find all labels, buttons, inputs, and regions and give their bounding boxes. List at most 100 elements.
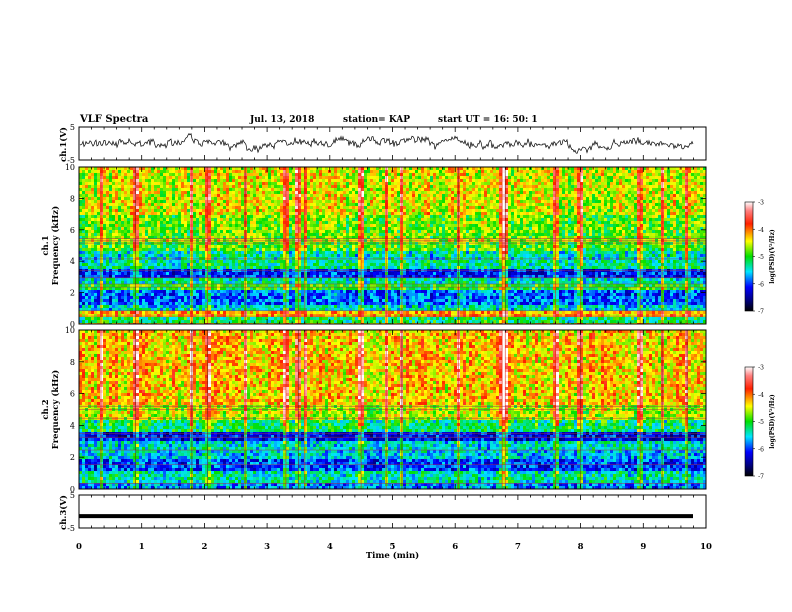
ch1-cell [691,230,694,233]
ch1-cell [316,176,319,179]
ch1-cell [316,194,319,197]
ch1-cell [406,170,409,173]
ch1-cell [691,206,694,209]
ch1-cell [268,233,271,236]
ch1-cell [523,197,526,200]
ch1-cell [688,206,691,209]
ch1-cell [556,167,559,170]
ch1-cell [523,233,526,236]
ch1-cell [154,185,157,188]
ch1-cell [526,185,529,188]
ch1-cell [307,197,310,200]
ch1-cell [208,203,211,206]
ch1-cell [355,167,358,170]
ch1-cell [274,179,277,182]
ch1-cell [130,176,133,179]
ch1-cell [583,179,586,182]
ch1-cell [379,221,382,224]
ch1-cell [115,221,118,224]
ch1-cell [106,206,109,209]
ch1-cell [436,206,439,209]
ch1-cell [286,191,289,194]
ch1-cell [466,215,469,218]
ch1-cell [502,224,505,227]
ch1-cell [370,182,373,185]
ch1-cell [340,236,343,239]
ch1-cell [289,191,292,194]
ch1-cell [499,218,502,221]
ch1-cell [313,167,316,170]
ch1-cell [106,170,109,173]
ch1-cell [655,233,658,236]
ch1-cell [214,173,217,176]
ch1-cell [481,185,484,188]
ch1-cell [85,182,88,185]
ch1-cell [628,200,631,203]
ch1-cell [655,209,658,212]
ch1-cell [508,218,511,221]
ch1-cell [229,230,232,233]
ch1-cell [439,203,442,206]
ch1-cell [604,224,607,227]
ch1-cell [655,218,658,221]
ch1-cell [616,212,619,215]
ch1-cell [352,188,355,191]
ch1-cell [154,188,157,191]
ch1-cell [274,167,277,170]
ch1-cell [139,188,142,191]
ch1-cell [697,167,700,170]
ch1-cell [142,179,145,182]
ch1-cell [286,188,289,191]
ch1-cell [379,197,382,200]
ch1-cell [481,179,484,182]
ch1-cell [166,209,169,212]
ch1-cell [304,203,307,206]
ch1-cell [355,200,358,203]
ch1-cell [250,194,253,197]
ch1-cell [307,215,310,218]
ch1-cell [145,167,148,170]
ch1-cell [148,212,151,215]
ch1-cell [427,218,430,221]
ch1-cell [178,200,181,203]
ch1-cell [562,194,565,197]
ch1-cell [460,203,463,206]
ch1-cell [154,191,157,194]
ch1-cell [175,227,178,230]
ch1-cell [529,200,532,203]
ch1-cell [433,179,436,182]
ch1-cell [265,215,268,218]
ch1-cell [541,215,544,218]
ch1-cell [295,227,298,230]
ch1-cell [544,188,547,191]
ch1-cell [475,221,478,224]
ch1-cell [586,167,589,170]
ch1-cell [97,176,100,179]
ch1-cell [331,176,334,179]
ch1-cell [427,221,430,224]
ch1-cell [568,227,571,230]
ch1-cell [604,173,607,176]
ch1-cell [391,182,394,185]
ch1-cell [184,182,187,185]
ch1-cell [652,176,655,179]
ch1-cell [256,203,259,206]
ch1-cell [550,179,553,182]
ch1-cell [268,176,271,179]
ch1-cell [583,224,586,227]
ch1-cell [232,182,235,185]
ch1-cell [556,188,559,191]
ch1-cell [205,209,208,212]
ch1-cell [343,185,346,188]
ch1-cell [163,203,166,206]
ch1-cell [118,197,121,200]
ch1-cell [688,191,691,194]
ch1-cell [496,218,499,221]
ch1-cell [361,197,364,200]
ch1-cell [550,209,553,212]
ch1-cell [343,203,346,206]
ch1-cell [223,176,226,179]
ch1-cell [700,212,703,215]
ch1-cell [271,200,274,203]
ch1-cell [100,170,103,173]
